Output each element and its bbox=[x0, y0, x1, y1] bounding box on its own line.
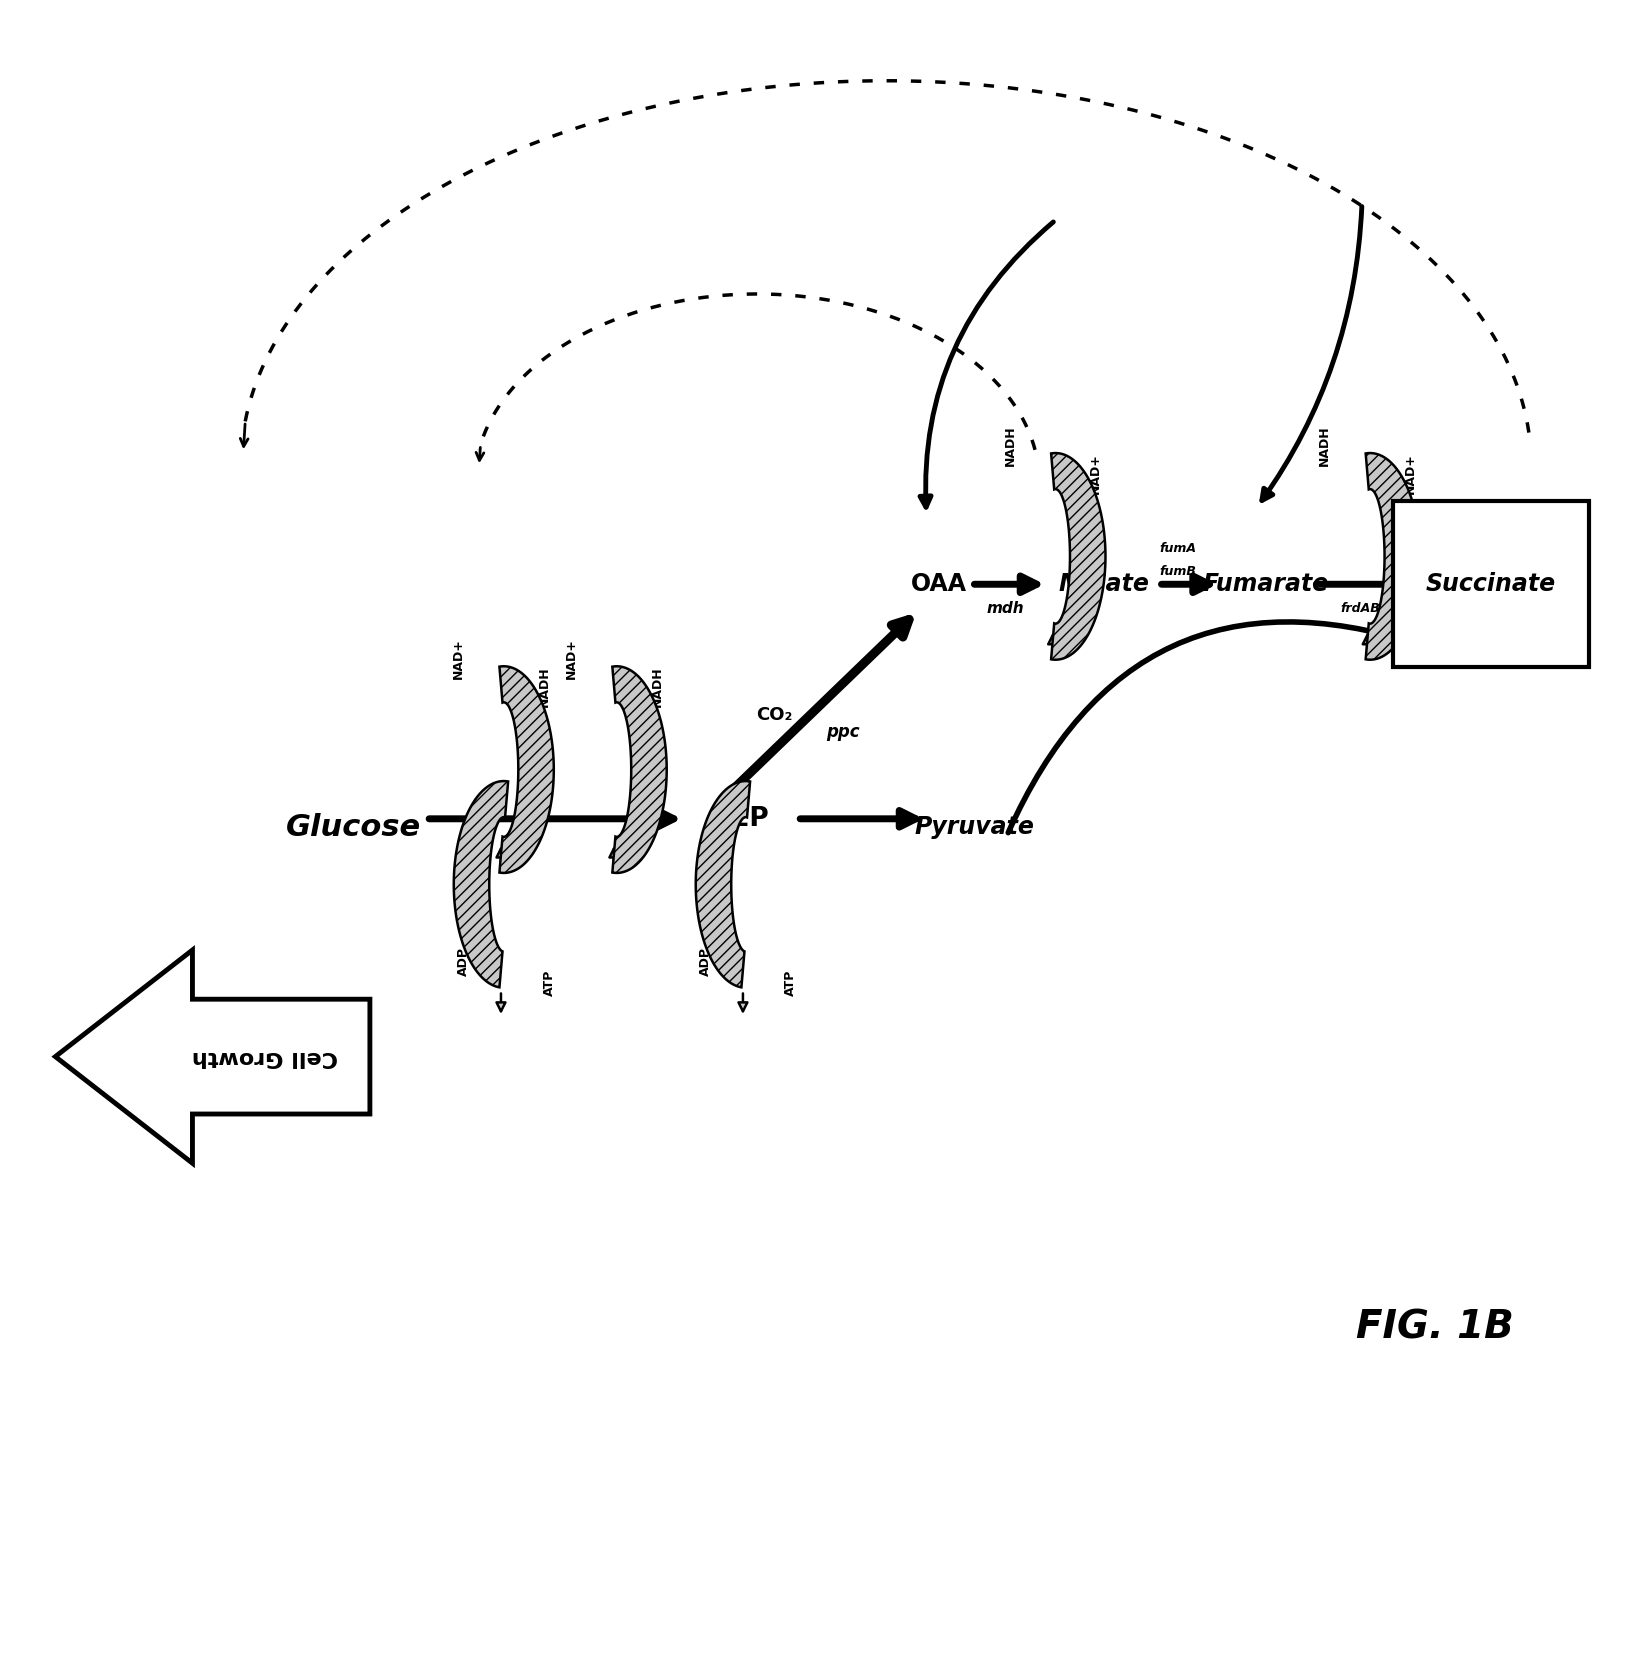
Text: fumA: fumA bbox=[1160, 541, 1196, 554]
Text: NADH: NADH bbox=[537, 667, 550, 708]
Text: Glucose: Glucose bbox=[286, 812, 421, 842]
Polygon shape bbox=[454, 781, 508, 987]
Text: NAD+: NAD+ bbox=[565, 638, 578, 680]
Text: NADH: NADH bbox=[1318, 425, 1331, 466]
Text: ppc: ppc bbox=[827, 723, 859, 741]
Polygon shape bbox=[612, 667, 667, 873]
Polygon shape bbox=[55, 949, 369, 1163]
Text: NAD+: NAD+ bbox=[452, 638, 465, 680]
Text: NADH: NADH bbox=[1004, 425, 1017, 466]
Text: FIG. 1B: FIG. 1B bbox=[1355, 1308, 1513, 1346]
Text: Fumarate: Fumarate bbox=[1202, 572, 1328, 595]
Polygon shape bbox=[1051, 453, 1105, 660]
Text: ATP: ATP bbox=[784, 969, 797, 996]
Text: Pyruvate: Pyruvate bbox=[914, 815, 1035, 839]
Polygon shape bbox=[1365, 453, 1420, 660]
Text: Succinate: Succinate bbox=[1425, 572, 1555, 595]
Text: mdh: mdh bbox=[986, 602, 1025, 617]
Text: fumB: fumB bbox=[1160, 564, 1196, 577]
Text: Malate: Malate bbox=[1059, 572, 1149, 595]
Text: OAA: OAA bbox=[911, 572, 968, 595]
Text: ATP: ATP bbox=[542, 969, 555, 996]
Text: NADH: NADH bbox=[651, 667, 664, 708]
Polygon shape bbox=[696, 781, 750, 987]
Text: frdABCD: frdABCD bbox=[1341, 602, 1399, 615]
Text: PEP: PEP bbox=[713, 805, 770, 832]
Text: NAD+: NAD+ bbox=[1090, 453, 1103, 495]
Polygon shape bbox=[499, 667, 553, 873]
FancyBboxPatch shape bbox=[1393, 501, 1588, 667]
Text: Cell Growth: Cell Growth bbox=[192, 1047, 338, 1067]
Text: CO₂: CO₂ bbox=[757, 706, 792, 724]
Text: ADP: ADP bbox=[457, 946, 470, 976]
Text: ADP: ADP bbox=[700, 946, 713, 976]
Text: NAD+: NAD+ bbox=[1404, 453, 1417, 495]
